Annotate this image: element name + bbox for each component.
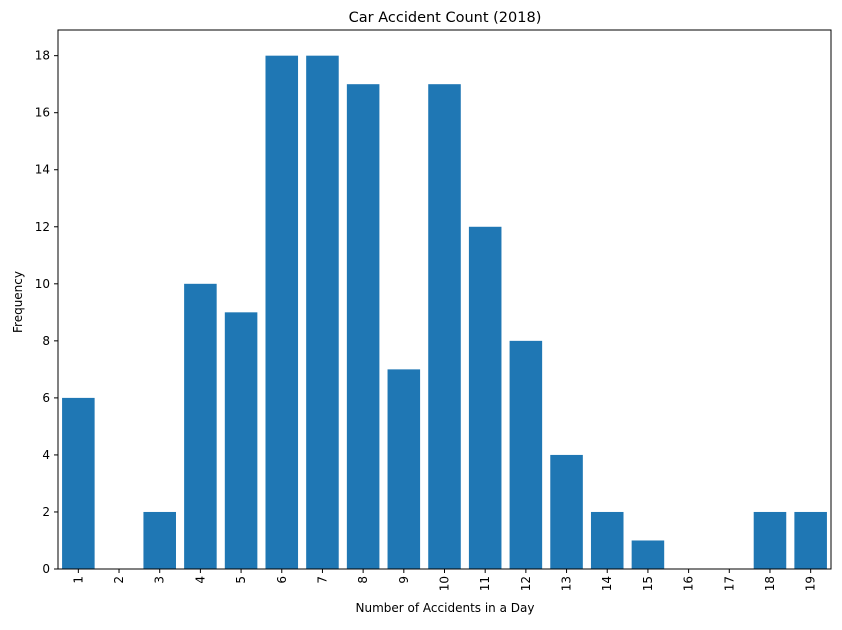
y-tick-label: 18 (35, 49, 50, 63)
y-tick-label: 14 (35, 163, 50, 177)
x-tick-label: 4 (193, 576, 207, 584)
y-axis-ticks: 0 2 4 6 8 10 12 14 16 18 (35, 49, 58, 576)
x-tick-label: 15 (641, 576, 655, 591)
bar-18 (753, 511, 787, 569)
bar-5 (224, 312, 258, 569)
x-tick-label: 16 (682, 576, 696, 591)
y-tick-label: 12 (35, 220, 50, 234)
x-tick-label: 18 (763, 576, 777, 591)
x-tick-label: 3 (153, 576, 167, 584)
bar-7 (306, 55, 339, 570)
y-tick-label: 8 (42, 334, 50, 348)
x-tick-label: 19 (804, 576, 818, 591)
bar-6 (265, 55, 299, 570)
y-tick-label: 0 (42, 562, 50, 576)
y-tick-label: 2 (42, 505, 50, 519)
x-tick-label: 12 (519, 576, 533, 591)
bar-9 (387, 369, 421, 569)
x-tick-label: 11 (478, 576, 492, 591)
bar-19 (794, 511, 827, 569)
x-axis-label: Number of Accidents in a Day (356, 601, 535, 615)
bar-11 (468, 226, 502, 569)
y-tick-label: 10 (35, 277, 50, 291)
x-tick-label: 2 (112, 576, 126, 584)
y-axis-label: Frequency (11, 271, 25, 333)
x-tick-label: 7 (315, 576, 329, 584)
x-tick-label: 8 (356, 576, 370, 584)
x-tick-label: 5 (234, 576, 248, 584)
bar-1 (62, 397, 95, 569)
y-tick-label: 4 (42, 448, 50, 462)
bar-8 (346, 84, 380, 569)
bar-10 (428, 84, 461, 569)
chart-title: Car Accident Count (2018) (349, 10, 542, 26)
x-tick-label: 14 (600, 576, 614, 591)
x-axis-ticks: 1 2 3 4 5 6 7 8 9 10 11 12 13 14 15 16 17 18 19 (71, 569, 818, 591)
bar-3 (143, 511, 176, 569)
x-tick-label: 6 (275, 576, 289, 584)
x-tick-label: 9 (397, 576, 411, 584)
bar-4 (184, 283, 217, 569)
x-tick-label: 17 (722, 576, 736, 591)
bars-group (62, 55, 827, 570)
x-tick-label: 13 (560, 576, 574, 591)
bar-14 (590, 511, 624, 569)
x-tick-label: 1 (71, 576, 85, 584)
bar-12 (509, 340, 543, 569)
bar-15 (631, 540, 665, 569)
bar-13 (550, 454, 583, 569)
y-tick-label: 16 (35, 106, 50, 120)
y-tick-label: 6 (42, 391, 50, 405)
x-tick-label: 10 (438, 576, 452, 591)
